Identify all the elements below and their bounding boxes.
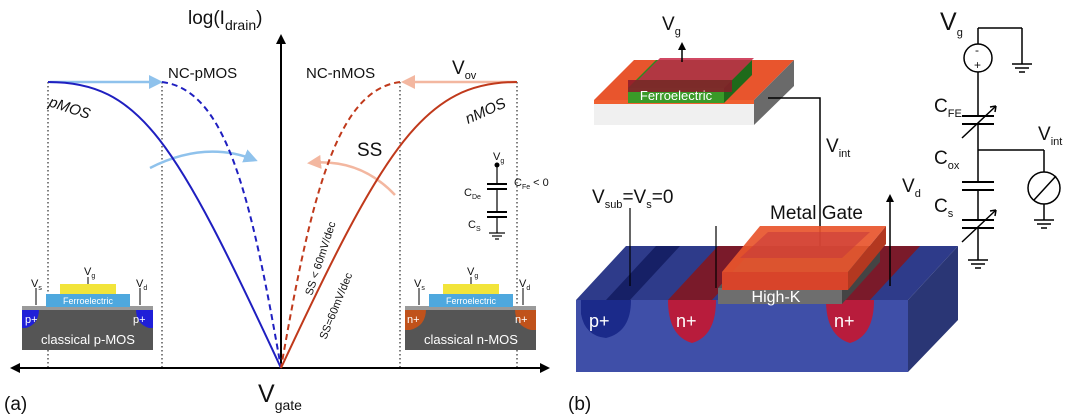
n-device-ferro: Ferroelectric (446, 296, 497, 306)
circuit-minus: - (975, 43, 979, 57)
arrow-pmos-ss (149, 149, 258, 170)
b-well-n1: n+ (676, 311, 697, 331)
p-device-vg: Vg (84, 266, 95, 280)
b-high-k: High-K (752, 289, 801, 306)
p-device-well-right: p+ (133, 314, 146, 326)
label-nc-nmos: NC-nMOS (306, 65, 375, 82)
panel-a-tag: (a) (4, 394, 27, 415)
label-v-ov: Vov (452, 58, 477, 82)
label-nc-pmos: NC-pMOS (168, 65, 237, 82)
label-ss: SS (357, 140, 382, 161)
circuit-cox: Cox (934, 148, 960, 172)
circuit-plus: + (974, 58, 981, 72)
n-device-caption: classical n-MOS (424, 332, 518, 347)
curve-nmos (280, 81, 518, 369)
n-device-well-left: n+ (407, 314, 420, 326)
p-device-vs: Vs (31, 278, 42, 292)
inset-cde: CDe (464, 187, 481, 201)
b-vint-mid: Vint (826, 136, 850, 160)
curve-nc-nmos (280, 81, 401, 369)
circuit-cfe: CFE (934, 96, 962, 120)
vint-connection (768, 97, 821, 246)
panel-b-tag: (b) (568, 394, 591, 415)
b-well-n2: n+ (834, 311, 855, 331)
curve-pmos (47, 81, 282, 369)
p-device-ferro: Ferroelectric (63, 296, 114, 306)
panel-a: log(Idrain) Vgate (a) pMOS NC-pMOS NC-nM… (4, 8, 550, 415)
p-mos-device: Vs Vg Vd Ferroelectric p+ p+ classical p… (22, 266, 153, 350)
b-well-p: p+ (589, 311, 610, 331)
circuit-vint: Vint (1038, 124, 1062, 148)
ferro-stack: Vg Ferroelectric (594, 14, 794, 125)
n-device-vg: Vg (467, 266, 478, 280)
y-axis-label: log(Idrain) (188, 8, 262, 33)
inset-vg: Vg (493, 151, 504, 165)
circuit-cs: Cs (934, 196, 954, 220)
substrate: Metal Gate High-K p+ n+ n+ (576, 203, 958, 372)
inset-cs: CS (468, 219, 481, 233)
x-axis-label: Vgate (258, 380, 302, 413)
capacitor-inset: Vg CFe < 0 CDe CS (464, 151, 549, 240)
b-vd-label: Vd (902, 176, 921, 200)
inset-cfe: CFe < 0 (514, 177, 549, 191)
curve-nc-pmos (161, 81, 282, 369)
label-pmos: pMOS (46, 93, 93, 123)
b-vsub-label: Vsub=Vs=0 (592, 187, 673, 211)
label-nmos: nMOS (463, 95, 509, 128)
b-metal-gate: Metal Gate (770, 203, 863, 224)
p-device-well-left: p+ (25, 314, 38, 326)
p-device-caption: classical p-MOS (41, 332, 135, 347)
p-device-vd: Vd (136, 278, 147, 292)
n-device-well-right: n+ (515, 314, 528, 326)
n-device-vs: Vs (414, 278, 425, 292)
circuit-vg: Vg (940, 8, 963, 39)
b-ferro-label: Ferroelectric (640, 88, 713, 103)
arrow-nmos-ss (307, 154, 396, 196)
b-vg-label: Vg (662, 14, 681, 38)
n-device-vd: Vd (519, 278, 530, 292)
equivalent-circuit (961, 27, 1061, 269)
n-mos-device: Vs Vg Vd Ferroelectric n+ n+ classical n… (405, 266, 536, 350)
panel-b: (b) Vg Ferroelectric Vint (568, 8, 1062, 415)
